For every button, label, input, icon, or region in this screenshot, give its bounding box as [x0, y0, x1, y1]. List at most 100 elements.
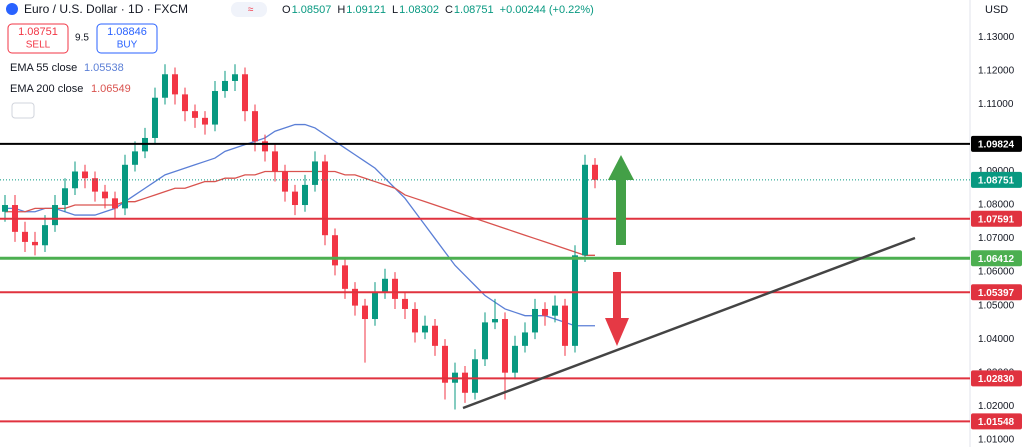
candle-body: [102, 191, 108, 199]
candle-body: [522, 332, 528, 346]
candle-body: [202, 117, 208, 125]
change: +0.00244 (+0.22%): [500, 4, 594, 16]
up-arrow: [608, 155, 634, 245]
candle-body: [572, 255, 578, 346]
ema-line: [5, 123, 595, 327]
level-label: 1.09824: [978, 140, 1015, 151]
candle-body: [422, 325, 428, 333]
level-label-bg: [971, 413, 1022, 430]
ohlc-value: 1.08302: [399, 4, 439, 16]
candle-body: [492, 319, 498, 323]
down-arrow-head: [605, 318, 629, 346]
ohlc-legend: O 1.08507 H 1.09121 L 1.08302 C 1.08751: [282, 4, 494, 16]
ema200-name: EMA 200 close: [10, 83, 83, 95]
candle-body: [322, 161, 328, 236]
ema55-value: 1.05538: [84, 62, 124, 74]
y-tick-label: 1.11000: [978, 99, 1014, 110]
currency: USD: [985, 4, 1008, 16]
candle-body: [242, 74, 248, 112]
y-tick-label: 1.01000: [978, 434, 1015, 445]
candle-body: [22, 231, 28, 242]
candle-body: [502, 319, 508, 373]
up-arrow-shaft: [616, 178, 626, 245]
candle-body: [32, 241, 38, 246]
candle-body: [222, 80, 228, 92]
candle-body: [352, 288, 358, 306]
candle-body: [462, 372, 468, 393]
sell-button[interactable]: [7, 23, 69, 54]
candle-body: [62, 188, 68, 206]
toggle[interactable]: [231, 2, 267, 17]
down-arrow-shaft: [613, 272, 621, 322]
candle-body: [332, 235, 338, 266]
candle-body: [122, 164, 128, 209]
ohlc-value: 1.09121: [346, 4, 386, 16]
header-area: [0, 0, 600, 120]
candle-body: [372, 292, 378, 320]
y-tick-label: 1.04000: [978, 334, 1015, 345]
candle-body: [162, 74, 168, 98]
level-label-bg: [971, 250, 1022, 267]
y-tick-label: 1.02000: [978, 401, 1015, 412]
candle-body: [342, 265, 348, 289]
buy-label: BUY: [117, 40, 138, 51]
candle-body: [542, 308, 548, 316]
candle-body: [2, 205, 8, 212]
level-label: 1.07591: [978, 214, 1015, 225]
candle-body: [392, 278, 398, 299]
level-label: 1.08751: [978, 175, 1015, 186]
candle-body: [272, 151, 278, 172]
candle-body: [362, 305, 368, 320]
symbol-icon: [6, 3, 18, 15]
ohlc-key: H: [337, 4, 345, 16]
level-label: 1.05397: [978, 288, 1015, 299]
candle-body: [282, 171, 288, 192]
candle-body: [42, 225, 48, 246]
buy-price: 1.08846: [107, 26, 147, 38]
candle-body: [52, 205, 58, 226]
sell-price: 1.08751: [18, 26, 58, 38]
candle-body: [432, 325, 438, 346]
ohlc-value: 1.08507: [292, 4, 332, 16]
level-label-bg: [971, 210, 1022, 227]
candle-body: [592, 164, 598, 180]
candle-body: [582, 164, 588, 256]
level-label: 1.01548: [978, 417, 1015, 428]
levels: [0, 142, 970, 423]
candle-body: [382, 278, 388, 293]
ohlc-key: L: [392, 4, 398, 16]
buy-button[interactable]: [96, 23, 158, 54]
candle-body: [402, 298, 408, 309]
ema-line: [5, 170, 595, 256]
trendline: [462, 236, 916, 410]
candle-body: [252, 111, 258, 142]
candle-body: [172, 74, 178, 95]
candle-body: [532, 308, 538, 333]
level-label-bg: [971, 370, 1022, 387]
collapse-button[interactable]: [11, 102, 35, 119]
plot: [2, 64, 598, 410]
candle-body: [472, 359, 478, 393]
level-label-bg: [971, 171, 1022, 188]
ohlc-key: C: [445, 4, 453, 16]
candle-body: [412, 308, 418, 333]
candle-body: [152, 97, 158, 138]
ema200-value: 1.06549: [91, 83, 131, 95]
symbol-title: Euro / U.S. Dollar · 1D · FXCM: [24, 2, 188, 16]
level-label-bg: [971, 284, 1022, 301]
candle-body: [552, 305, 558, 316]
y-tick-label: 1.05000: [978, 300, 1015, 311]
spread: 9.5: [75, 33, 89, 44]
candle-body: [112, 198, 118, 209]
candle-body: [312, 161, 318, 185]
y-tick-label: 1.13000: [978, 32, 1015, 43]
candle-body: [302, 184, 308, 206]
candle-body: [132, 151, 138, 165]
ohlc-key: O: [282, 4, 291, 16]
candle-body: [482, 322, 488, 360]
level-label-bg: [971, 135, 1022, 152]
candle-body: [192, 111, 198, 118]
candle-body: [212, 91, 218, 125]
candle-body: [562, 305, 568, 346]
